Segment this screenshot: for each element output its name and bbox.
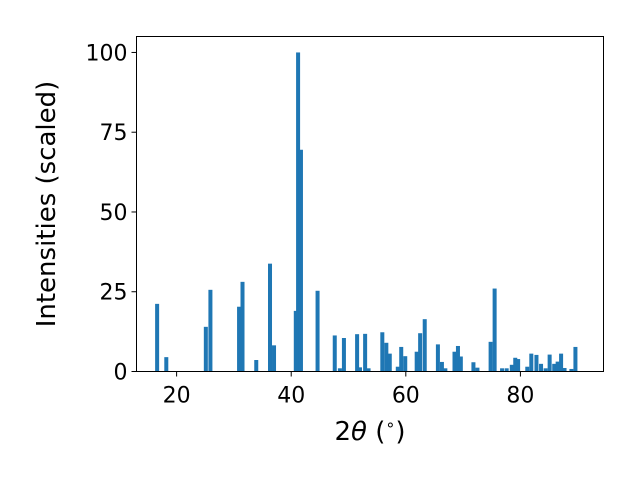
x-tick-label: 60 bbox=[392, 384, 420, 409]
plot-frame bbox=[136, 36, 604, 372]
bar bbox=[418, 333, 423, 372]
bar bbox=[504, 368, 509, 372]
bar bbox=[509, 364, 514, 372]
bar bbox=[332, 335, 337, 372]
x-tick-label: 80 bbox=[506, 384, 534, 409]
y-tick-label: 0 bbox=[114, 361, 128, 386]
bar bbox=[414, 351, 419, 372]
bar bbox=[296, 52, 301, 372]
y-tick-label: 50 bbox=[100, 201, 128, 226]
bar bbox=[337, 368, 342, 372]
x-tick-label: 20 bbox=[163, 384, 191, 409]
bar bbox=[516, 359, 521, 372]
x-axis-title-part: ( bbox=[367, 417, 385, 447]
bar bbox=[529, 353, 534, 372]
bar bbox=[240, 281, 245, 372]
bar bbox=[539, 363, 544, 372]
bars-group bbox=[155, 52, 578, 372]
y-axis-title: Intensities (scaled) bbox=[32, 81, 62, 328]
bar bbox=[403, 356, 408, 372]
bar bbox=[555, 361, 560, 372]
bar bbox=[534, 354, 539, 372]
bar bbox=[268, 263, 273, 372]
y-tick-label: 25 bbox=[100, 281, 128, 306]
bar bbox=[164, 357, 169, 372]
bar bbox=[543, 368, 548, 372]
bar bbox=[341, 338, 346, 372]
bar bbox=[363, 333, 368, 372]
x-axis-title-degree: ∘ bbox=[385, 415, 395, 434]
x-axis-title-part: 2 bbox=[334, 417, 351, 447]
bar bbox=[475, 367, 480, 372]
bar bbox=[422, 319, 427, 372]
bar bbox=[155, 303, 160, 372]
bar bbox=[435, 344, 440, 372]
x-axis-title: 2θ (∘) bbox=[334, 415, 405, 447]
bar bbox=[458, 356, 463, 372]
bar bbox=[357, 367, 362, 372]
bar bbox=[562, 367, 567, 372]
x-axis: 20 40 60 80 bbox=[163, 371, 534, 409]
bar bbox=[452, 351, 457, 372]
bar bbox=[237, 306, 242, 372]
bar bbox=[293, 310, 298, 372]
bar bbox=[513, 357, 518, 372]
bar bbox=[395, 366, 400, 372]
x-axis-title-part: ) bbox=[395, 417, 405, 447]
y-tick-label: 75 bbox=[100, 121, 128, 146]
bar bbox=[492, 288, 497, 372]
bar bbox=[355, 334, 360, 372]
bar bbox=[488, 341, 493, 372]
bar bbox=[573, 346, 578, 372]
y-axis: 0 25 50 75 100 bbox=[86, 41, 137, 386]
bar bbox=[315, 290, 320, 372]
bar bbox=[569, 368, 574, 372]
bar bbox=[387, 353, 392, 372]
bar bbox=[399, 346, 404, 372]
bar bbox=[366, 368, 371, 372]
bar bbox=[525, 366, 530, 372]
x-axis-title-theta: θ bbox=[351, 417, 367, 447]
bar bbox=[384, 342, 389, 372]
bar bbox=[208, 289, 213, 372]
bar bbox=[455, 345, 460, 372]
bar bbox=[203, 326, 208, 372]
bar bbox=[547, 354, 552, 372]
y-tick-label: 100 bbox=[86, 41, 128, 66]
bar bbox=[439, 361, 444, 372]
bar bbox=[559, 353, 564, 372]
bar bbox=[298, 149, 303, 372]
bar bbox=[552, 363, 557, 372]
bar bbox=[471, 362, 476, 372]
bar bbox=[272, 345, 277, 372]
bar bbox=[443, 368, 448, 372]
bar bbox=[254, 360, 259, 372]
bar bbox=[500, 368, 505, 372]
x-tick-label: 40 bbox=[277, 384, 305, 409]
bar bbox=[380, 332, 385, 372]
